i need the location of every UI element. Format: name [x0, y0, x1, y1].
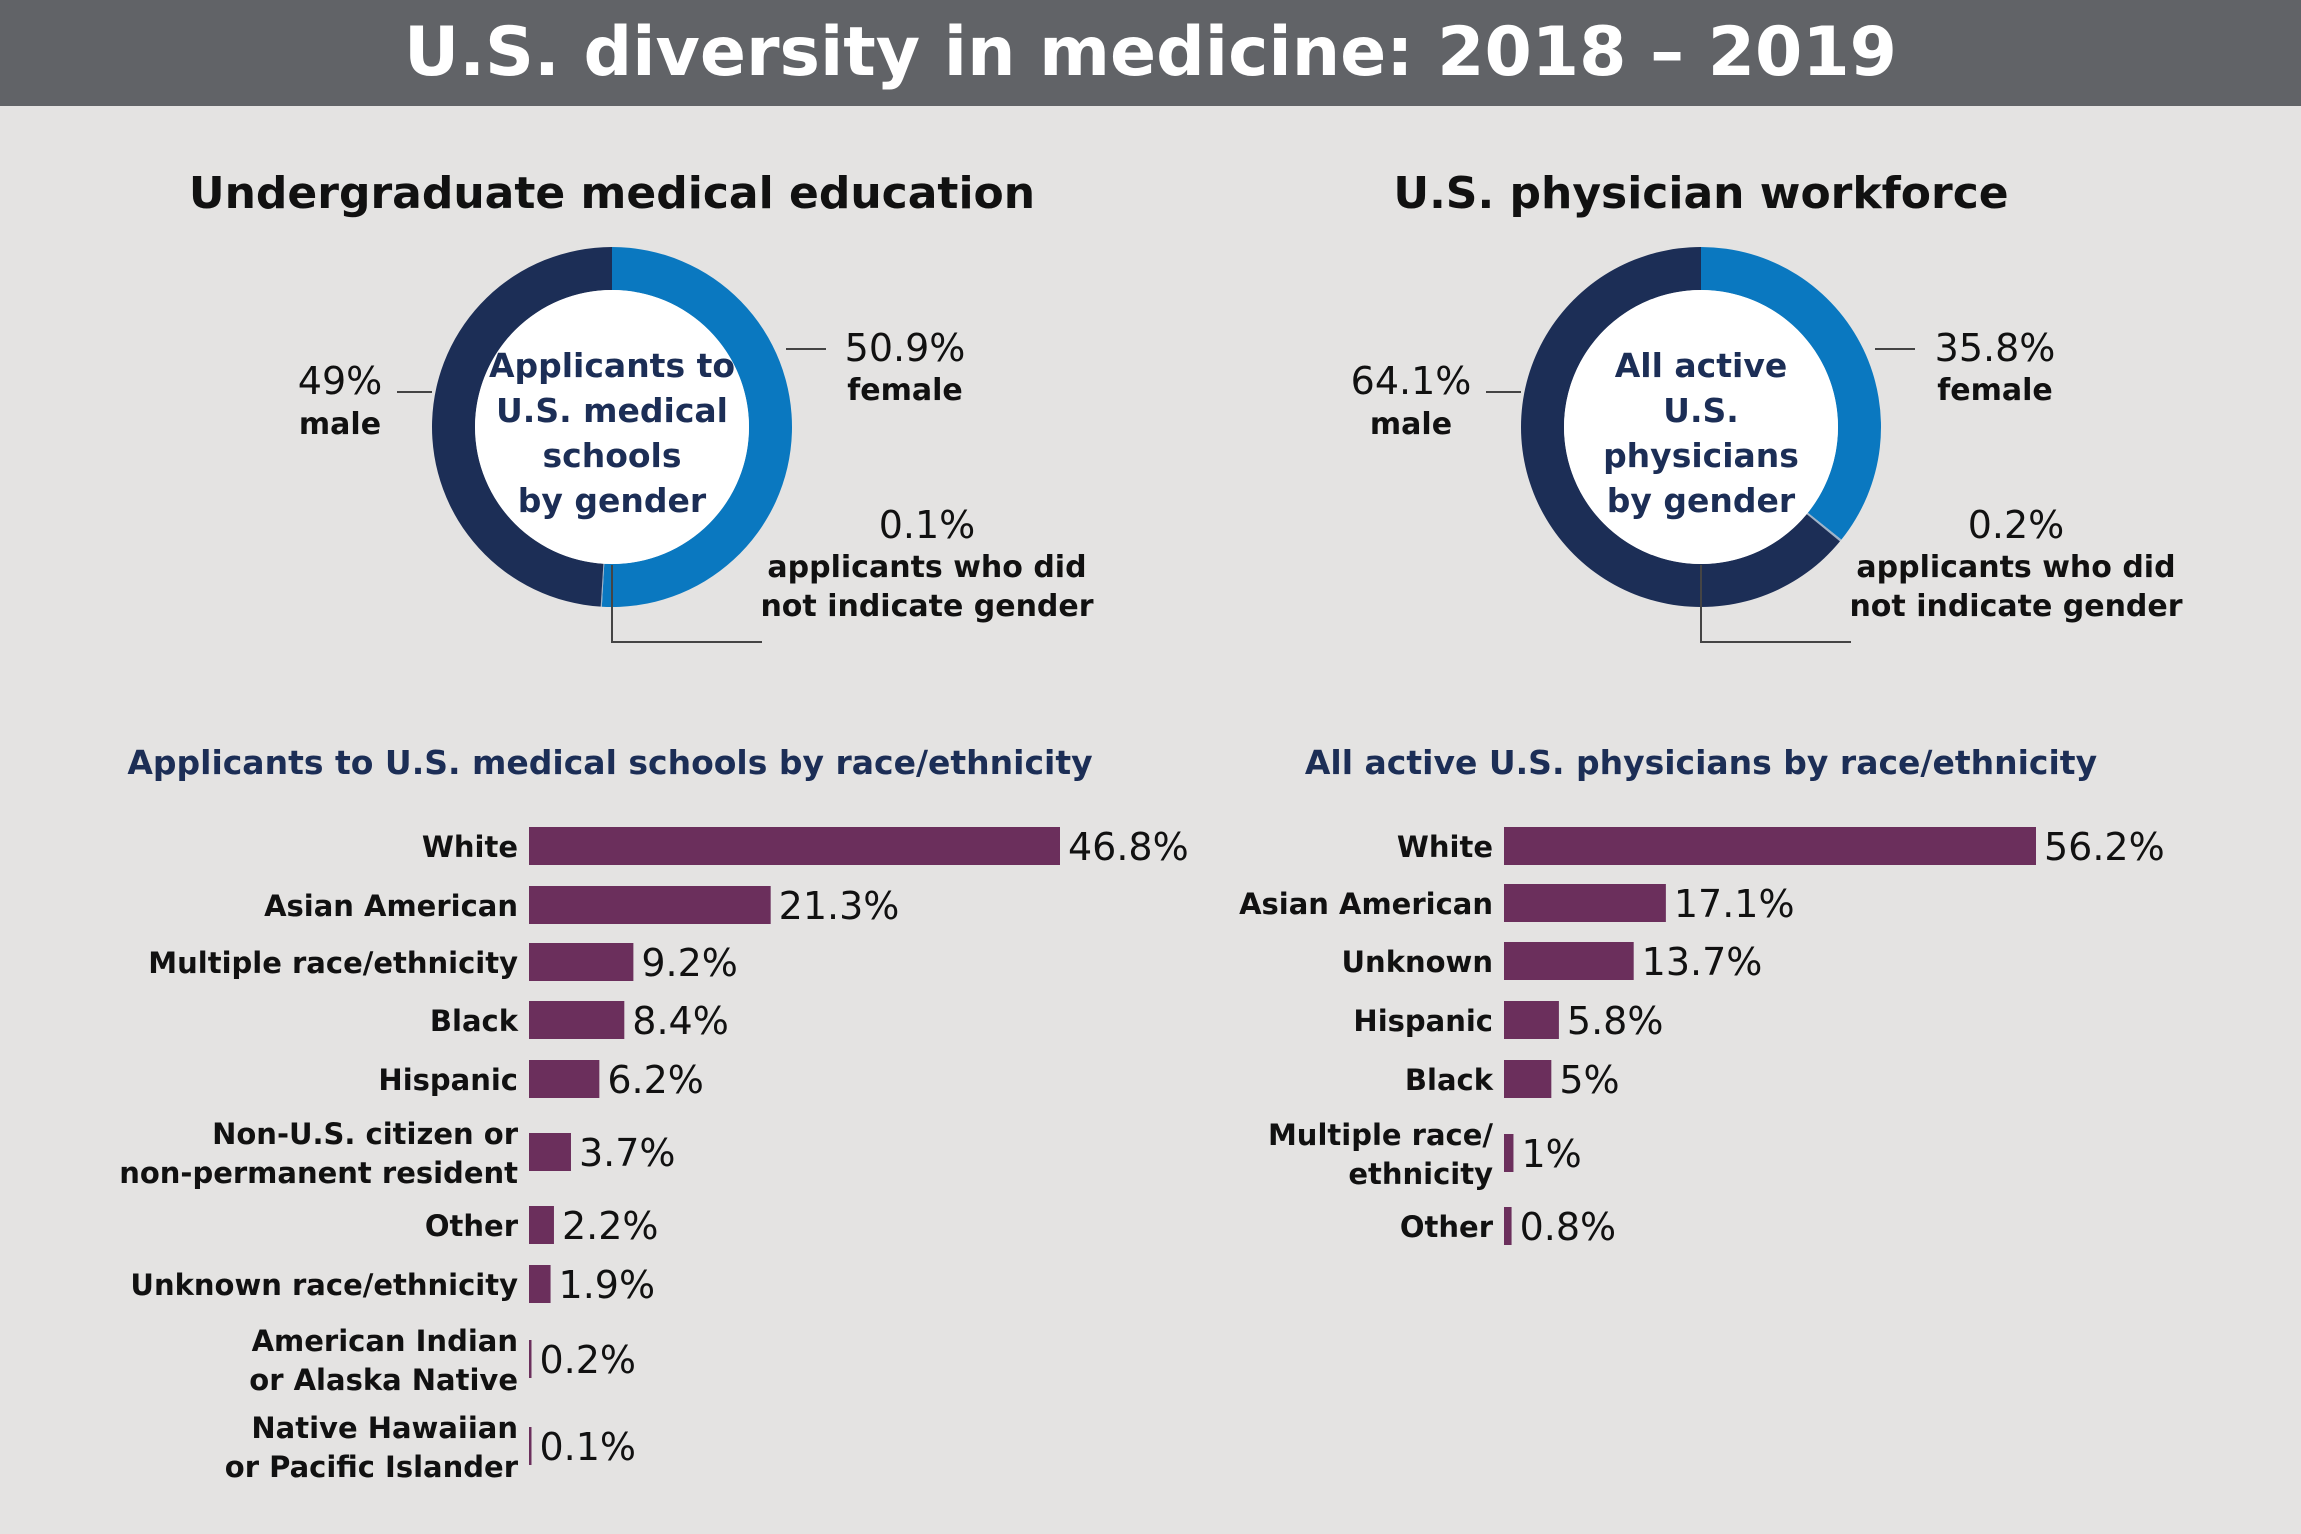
not-indicated-percent: 0.1%: [879, 503, 976, 547]
bar: [1504, 884, 1666, 922]
donut-center-label: All active: [1615, 346, 1787, 385]
donut-hole: [1564, 290, 1838, 564]
bar-category-label: Multiple race/: [1268, 1118, 1493, 1152]
not-indicated-label: not indicate gender: [1849, 589, 2182, 624]
bar-chart-applicants-race: Applicants to U.S. medical schools by ra…: [119, 743, 1189, 1484]
bar-chart-physicians-race: All active U.S. physicians by race/ethni…: [1239, 743, 2165, 1249]
bar: [529, 827, 1060, 865]
leader-line-not-indicated: [1700, 565, 1851, 643]
bar-value-label: 1%: [1521, 1132, 1581, 1176]
donut-slice-not-indicated: [600, 563, 605, 607]
bar: [529, 1206, 554, 1244]
bar-value-label: 3.7%: [579, 1131, 676, 1175]
male-label: male: [299, 407, 381, 442]
male-label: male: [1370, 407, 1452, 442]
donut-slice-not-indicated: [1806, 512, 1842, 542]
donut-center-label: U.S.: [1663, 391, 1739, 430]
bar-category-label: Other: [425, 1209, 519, 1243]
bar: [1504, 1207, 1512, 1245]
bar-value-label: 5%: [1559, 1058, 1619, 1102]
main-title: U.S. diversity in medicine: 2018 – 2019: [403, 13, 1897, 92]
right-section-title: U.S. physician workforce: [1393, 168, 2008, 219]
donut-center-label: physicians: [1603, 436, 1799, 475]
donut-slice-male: [431, 247, 612, 607]
bar-value-label: 5.8%: [1567, 999, 1664, 1043]
leader-line-not-indicated: [611, 565, 762, 643]
donut-slice-female: [601, 247, 793, 607]
bar-category-label: Asian American: [264, 889, 518, 923]
bar: [529, 943, 634, 981]
bar-category-label: Black: [1405, 1063, 1494, 1097]
bar-category-label: Other: [1400, 1210, 1494, 1244]
bar-category-label: White: [1397, 830, 1493, 864]
donut-center-label: by gender: [1607, 481, 1796, 520]
donut-center-label: Applicants to: [489, 346, 735, 385]
bar: [529, 886, 771, 924]
donut-center-label: U.S. medical: [496, 391, 728, 430]
bar: [1504, 1060, 1552, 1098]
bar-value-label: 2.2%: [562, 1204, 659, 1248]
bar-value-label: 21.3%: [779, 884, 900, 928]
bar-category-label: White: [422, 830, 518, 864]
bar: [529, 1060, 600, 1098]
bar-category-label: Unknown: [1342, 945, 1494, 979]
male-percent: 49%: [298, 359, 382, 403]
donut-slice-female: [1701, 247, 1881, 540]
bar-value-label: 9.2%: [641, 941, 738, 985]
bar: [1504, 1001, 1559, 1039]
bar-value-label: 17.1%: [1674, 882, 1795, 926]
bar-value-label: 56.2%: [2044, 825, 2165, 869]
donut-slice-male: [1520, 247, 1840, 607]
female-percent: 35.8%: [1935, 326, 2056, 370]
bar-value-label: 8.4%: [632, 999, 729, 1043]
title-bar: U.S. diversity in medicine: 2018 – 2019: [0, 0, 2301, 106]
not-indicated-label: applicants who did: [1856, 550, 2175, 585]
bar: [529, 1001, 625, 1039]
donut-hole: [475, 290, 749, 564]
bar-category-label: Asian American: [1239, 887, 1493, 921]
bar-category-label: Multiple race/ethnicity: [148, 946, 518, 980]
bar-category-label: or Pacific Islander: [225, 1450, 519, 1484]
bar-category-label: Native Hawaiian: [251, 1411, 518, 1445]
bar-category-label: Hispanic: [378, 1063, 518, 1097]
not-indicated-label: not indicate gender: [760, 589, 1093, 624]
bar-category-label: Hispanic: [1353, 1004, 1493, 1038]
bar-chart-title: Applicants to U.S. medical schools by ra…: [127, 743, 1092, 782]
bar-category-label: Black: [430, 1004, 519, 1038]
donut-chart-physicians-gender: All active U.S. physicians by gender 64.1% ma…: [1351, 247, 2183, 643]
donut-center-label: by gender: [518, 481, 707, 520]
bar-value-label: 0.8%: [1520, 1205, 1617, 1249]
bar-category-label: or Alaska Native: [249, 1363, 518, 1397]
male-percent: 64.1%: [1351, 359, 1472, 403]
bar-category-label: ethnicity: [1348, 1157, 1493, 1191]
bar-category-label: non-permanent resident: [119, 1156, 518, 1190]
bar: [529, 1133, 571, 1171]
bar-category-label: Unknown race/ethnicity: [130, 1268, 518, 1302]
bar: [1504, 1134, 1514, 1172]
bar-value-label: 0.1%: [540, 1425, 637, 1469]
not-indicated-percent: 0.2%: [1968, 503, 2065, 547]
donut-center-label: schools: [543, 436, 682, 475]
female-label: female: [847, 373, 963, 408]
bar: [1504, 942, 1634, 980]
left-section-title: Undergraduate medical education: [189, 168, 1035, 219]
bar-category-label: American Indian: [252, 1324, 518, 1358]
bar-value-label: 1.9%: [559, 1263, 656, 1307]
female-label: female: [1937, 373, 2053, 408]
bar: [529, 1340, 532, 1378]
bar-value-label: 46.8%: [1068, 825, 1189, 869]
not-indicated-label: applicants who did: [767, 550, 1086, 585]
bar: [1504, 827, 2036, 865]
female-percent: 50.9%: [845, 326, 966, 370]
bar: [529, 1265, 551, 1303]
bar-value-label: 13.7%: [1642, 940, 1763, 984]
bar-value-label: 0.2%: [540, 1338, 637, 1382]
bar-category-label: Non-U.S. citizen or: [212, 1117, 519, 1151]
bar-value-label: 6.2%: [607, 1058, 704, 1102]
bar-chart-title: All active U.S. physicians by race/ethni…: [1305, 743, 2097, 782]
bar: [529, 1427, 532, 1465]
donut-chart-applicants-gender: Applicants to U.S. medical schools by gende…: [298, 247, 1094, 643]
